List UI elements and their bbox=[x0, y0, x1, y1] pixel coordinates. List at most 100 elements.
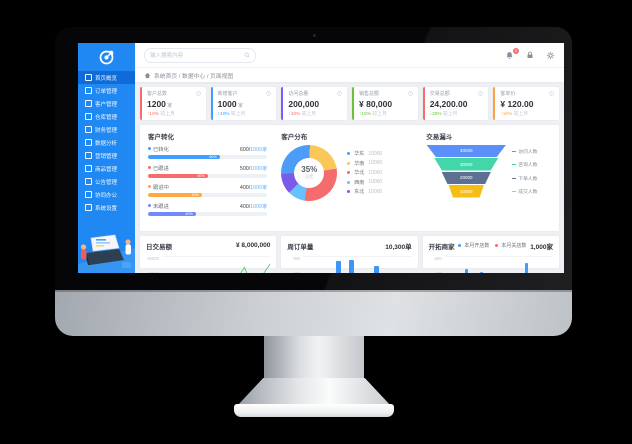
funnel-label-dash bbox=[512, 177, 517, 179]
stat-card-header: 交易总额 bbox=[430, 90, 484, 97]
sidebar-item-8[interactable]: 公告管理 bbox=[78, 175, 135, 188]
info-icon[interactable] bbox=[407, 91, 413, 96]
analytics-icon bbox=[85, 139, 92, 146]
sidebar-item-3[interactable]: 仓库管理 bbox=[78, 110, 135, 123]
sidebar-item-1[interactable]: 订单管理 bbox=[78, 84, 135, 97]
legend-dot bbox=[148, 147, 151, 150]
sidebar-item-2[interactable]: 客户管理 bbox=[78, 97, 135, 110]
legend-item[interactable]: 西南 10000 bbox=[347, 177, 382, 187]
sidebar-item-7[interactable]: 商品管理 bbox=[78, 162, 135, 175]
topbar-icons: 5 bbox=[505, 47, 555, 60]
funnel-label-dash bbox=[512, 164, 517, 166]
info-icon[interactable] bbox=[478, 91, 484, 96]
sidebar-item-label: 营销管理 bbox=[95, 153, 118, 160]
notification-badge: 5 bbox=[513, 47, 519, 54]
info-icon[interactable] bbox=[266, 91, 272, 96]
y-axis: 500004000030000 bbox=[146, 256, 162, 274]
stat-card-title: 访问总量 bbox=[288, 91, 309, 97]
stat-card-unit: 家 bbox=[236, 102, 243, 109]
legend-name: 西南 bbox=[354, 179, 365, 186]
search-input[interactable]: 输入搜索内容 bbox=[144, 47, 256, 63]
sidebar-item-10[interactable]: 系统设置 bbox=[78, 201, 135, 214]
sidebar-item-0[interactable]: 首页概览 bbox=[78, 71, 135, 84]
daily-sales-panel: 日交易额 ¥ 8,000,000 500004000030000 bbox=[140, 235, 277, 273]
sidebar-item-label: 仓库管理 bbox=[95, 114, 118, 121]
breadcrumb[interactable]: 系统首页 / 数据中心 / 页面视图 bbox=[135, 67, 564, 82]
info-icon[interactable] bbox=[337, 91, 342, 96]
lock-icon[interactable] bbox=[526, 51, 534, 59]
bar bbox=[373, 265, 379, 273]
progress-track[interactable]: 45% bbox=[148, 192, 268, 197]
progress-fill: 40% bbox=[148, 211, 196, 216]
trend-value: ↑10% bbox=[217, 111, 232, 117]
progress-fill: 60% bbox=[148, 154, 220, 159]
panel-title: 客户分布 bbox=[281, 133, 308, 141]
trend-value: ↑10% bbox=[288, 111, 302, 117]
info-icon[interactable] bbox=[195, 91, 201, 96]
progress-row: 未跟进 400/1000家 40% bbox=[148, 202, 268, 216]
sidebar-item-label: 财务管理 bbox=[95, 127, 118, 134]
notification-bell-icon[interactable]: 5 bbox=[505, 47, 519, 60]
legend-dot bbox=[148, 166, 151, 169]
panel-total: ¥ 8,000,000 bbox=[235, 242, 271, 249]
progress-track[interactable]: 60% bbox=[148, 154, 268, 159]
legend-item[interactable]: 华南 10000 bbox=[347, 158, 382, 168]
gear-icon[interactable] bbox=[546, 51, 555, 60]
stat-card: 交易总额 24,200.00 ↓20% 较上月 bbox=[422, 87, 489, 120]
legend-name: 华北 bbox=[354, 170, 365, 176]
legend-dot bbox=[347, 161, 351, 165]
app-logo[interactable] bbox=[78, 43, 135, 71]
progress-row-header: 已转化 600/1000家 bbox=[148, 145, 267, 153]
legend-dot bbox=[347, 171, 351, 174]
legend-name: 本月关店数 bbox=[501, 243, 527, 249]
breadcrumb-text: 系统首页 / 数据中心 / 页面视图 bbox=[154, 73, 234, 80]
trend-value: ↑10% bbox=[147, 111, 161, 117]
sidebar-item-9[interactable]: 协同办公 bbox=[78, 188, 135, 201]
progress-row: 已转化 600/1000家 60% bbox=[148, 145, 268, 159]
stat-card-trend: ↑10% 较上月 bbox=[217, 111, 246, 117]
sidebar-item-label: 客户管理 bbox=[95, 101, 118, 108]
y-tick: 400 bbox=[429, 271, 442, 273]
bar bbox=[525, 263, 529, 273]
weekly-orders-panel: 周订单量 10,300单 900600300 bbox=[281, 235, 418, 273]
bottom-row: 日交易额 ¥ 8,000,000 500004000030000 周订单量 10… bbox=[140, 235, 559, 273]
finance-icon bbox=[85, 126, 92, 133]
search-icon bbox=[244, 52, 250, 58]
gridline bbox=[162, 272, 271, 273]
stat-card-header: 新增客户 bbox=[218, 90, 272, 97]
legend-item[interactable]: 华北 10000 bbox=[347, 168, 382, 178]
panel-title: 日交易额 bbox=[146, 243, 172, 251]
stat-card-header: 销售总额 bbox=[359, 90, 413, 97]
legend-item[interactable]: 华东 10000 bbox=[347, 149, 382, 159]
bar-chart bbox=[303, 255, 412, 273]
legend-value: 10000 bbox=[368, 160, 383, 166]
donut-legend: 华东 10000 华南 10000 华北 10000 西南 10000 东北 10000 bbox=[347, 149, 382, 197]
progress-total: 1000家 bbox=[250, 184, 268, 191]
sidebar-item-label: 订单管理 bbox=[95, 88, 118, 95]
progress-total: 1000家 bbox=[250, 146, 268, 153]
info-icon[interactable] bbox=[549, 91, 554, 96]
stat-card-trend: ↑15% 较上月 bbox=[359, 111, 387, 117]
legend-item[interactable]: 东北 10000 bbox=[347, 187, 382, 197]
funnel-label-text: 访问人数 bbox=[518, 149, 538, 155]
y-tick: 50000 bbox=[147, 255, 159, 261]
progress-track[interactable]: 50% bbox=[148, 173, 268, 178]
donut-center: 35% 占比 bbox=[294, 157, 325, 188]
sidebar-item-5[interactable]: 数据分析 bbox=[78, 136, 135, 149]
funnel-step: 20000 bbox=[441, 171, 492, 184]
progress-track[interactable]: 40% bbox=[148, 211, 268, 216]
progress-row: 已跟进 500/1000家 50% bbox=[148, 164, 268, 178]
donut-center-value: 35% bbox=[301, 165, 318, 174]
bar bbox=[465, 269, 469, 273]
sidebar-item-6[interactable]: 营销管理 bbox=[78, 149, 135, 162]
stat-card-unit: 家 bbox=[165, 102, 173, 109]
sidebar-item-4[interactable]: 财务管理 bbox=[78, 123, 135, 136]
legend-name: 本月开店数 bbox=[464, 243, 490, 249]
dashboard-content: 客户总数 1200 家 ↑10% 较上月 新增客户 1000 家 ↑10% 较上月 访问总量… bbox=[135, 82, 564, 273]
stat-card-value: ¥ 80,000 bbox=[359, 98, 393, 109]
conversion-panel: 客户转化 已转化 600/1000家 60% 已跟进 500/1000家 50% 跟进中 40… bbox=[148, 131, 277, 225]
legend-name: 东北 bbox=[354, 189, 365, 195]
panel-title: 周订单量 bbox=[287, 243, 314, 251]
webcam-dot bbox=[312, 34, 316, 37]
funnel-label-dash bbox=[512, 150, 517, 152]
